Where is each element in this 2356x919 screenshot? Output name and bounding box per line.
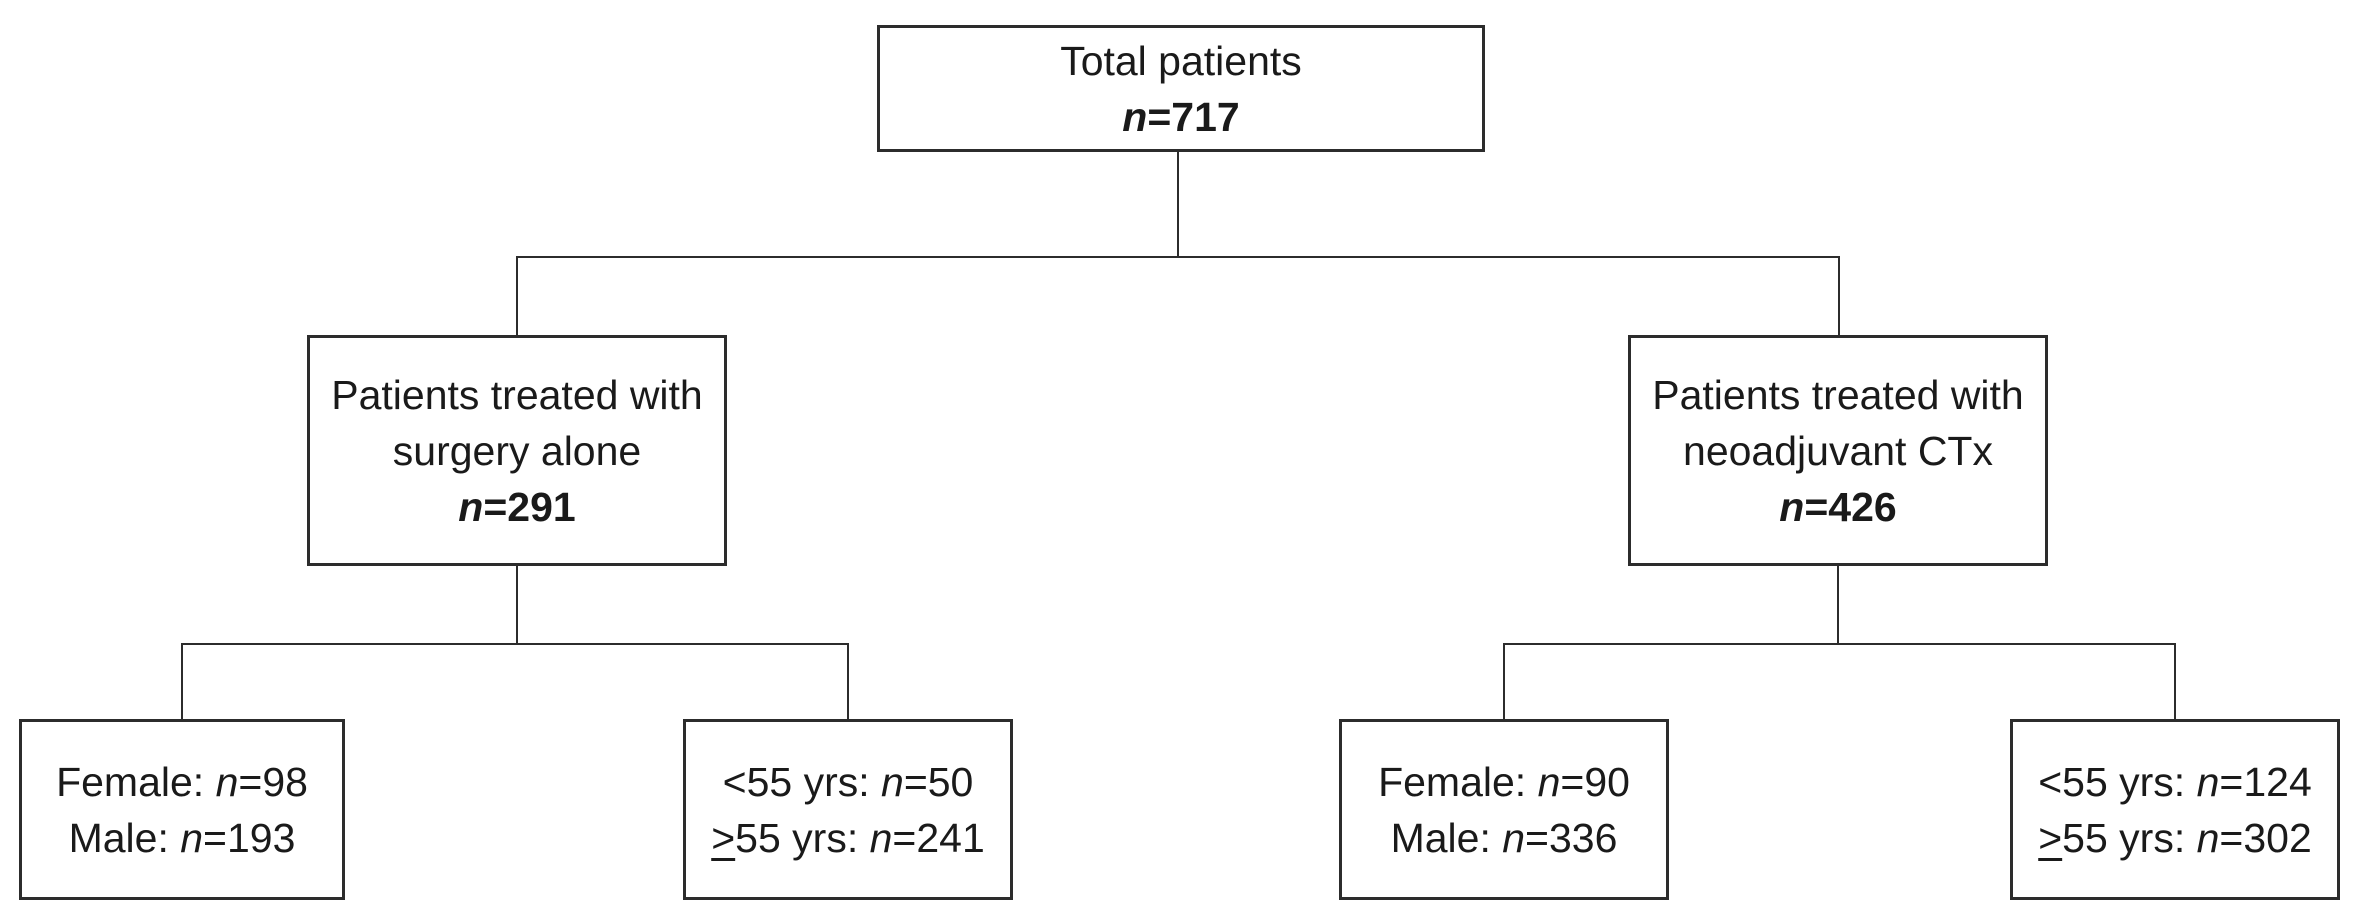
n-symbol: n [180,814,204,861]
n-symbol: n [1779,483,1805,530]
node-surgery-age-split: <55 yrs: n=50 >55 yrs: n=241 [683,719,1013,900]
node-neoadjuvant-sex-split: Female: n=90 Male: n=336 [1339,719,1669,900]
neoadjuvant-over55-row: >55 yrs: n=302 [2038,810,2312,866]
node-surgery-alone: Patients treated with surgery alone n=29… [307,335,727,566]
n-value: =291 [483,483,576,530]
node-total-patients: Total patients n=717 [877,25,1485,152]
surgery-label-line1: Patients treated with [331,371,703,418]
n-symbol: n [458,483,484,530]
row-label: Female: [1378,758,1538,805]
connector-tier2-right-horizontal [1503,643,2176,645]
n-value: =717 [1147,93,1240,140]
n-value: =426 [1804,483,1897,530]
n-symbol: n [215,758,239,805]
n-value: =241 [892,814,985,861]
surgery-under55-row: <55 yrs: n=50 [723,754,974,810]
n-symbol: n [2196,814,2220,861]
connector-surgery-age-drop [847,643,849,719]
row-label: Male: [68,814,181,861]
surgery-label-line2: surgery alone [392,427,642,474]
connector-total-down [1177,152,1179,258]
neoadjuvant-label-line2: neoadjuvant CTx [1683,427,1993,474]
n-symbol: n [1537,758,1561,805]
n-symbol: n [1502,814,1526,861]
connector-neoadjuvant-age-drop [2174,643,2176,719]
node-surgery-sex-split: Female: n=98 Male: n=193 [19,719,345,900]
n-value: =50 [903,758,974,805]
neoadjuvant-female-row: Female: n=90 [1378,754,1630,810]
total-patients-label: Total patients [1060,37,1302,84]
greater-equal-symbol: > [2038,814,2063,861]
n-symbol: n [869,814,893,861]
n-symbol: n [881,758,904,805]
surgery-female-row: Female: n=98 [56,754,308,810]
n-value: =98 [238,758,308,805]
connector-neoadjuvant-sex-drop [1503,643,1505,719]
row-label: Female: [56,758,216,805]
connector-tier1-right-drop [1838,256,1840,335]
n-value: =90 [1560,758,1630,805]
n-symbol: n [1122,93,1148,140]
connector-tier2-left-horizontal [181,643,849,645]
neoadjuvant-label-line1: Patients treated with [1652,371,2024,418]
neoadjuvant-under55-row: <55 yrs: n=124 [2038,754,2312,810]
connector-tier1-left-drop [516,256,518,335]
connector-tier1-horizontal [516,256,1840,258]
node-neoadjuvant-age-split: <55 yrs: n=124 >55 yrs: n=302 [2010,719,2340,900]
row-label: <55 yrs: [2038,758,2197,805]
neoadjuvant-count: n=426 [1779,479,1896,535]
connector-surgery-down [516,566,518,644]
greater-equal-symbol: > [711,814,736,861]
neoadjuvant-male-row: Male: n=336 [1391,810,1618,866]
surgery-male-row: Male: n=193 [69,810,296,866]
surgery-count: n=291 [458,479,575,535]
row-label: <55 yrs: [722,758,881,805]
row-label: 55 yrs: [735,814,870,861]
row-label: Male: [1390,814,1503,861]
node-neoadjuvant-ctx: Patients treated with neoadjuvant CTx n=… [1628,335,2048,566]
n-value: =336 [1525,814,1618,861]
connector-surgery-sex-drop [181,643,183,719]
n-symbol: n [2196,758,2220,805]
row-label: 55 yrs: [2062,814,2197,861]
n-value: =302 [2219,814,2312,861]
connector-neoadjuvant-down [1837,566,1839,644]
surgery-over55-row: >55 yrs: n=241 [711,810,985,866]
total-patients-count: n=717 [1122,89,1239,145]
n-value: =124 [2219,758,2312,805]
n-value: =193 [203,814,296,861]
